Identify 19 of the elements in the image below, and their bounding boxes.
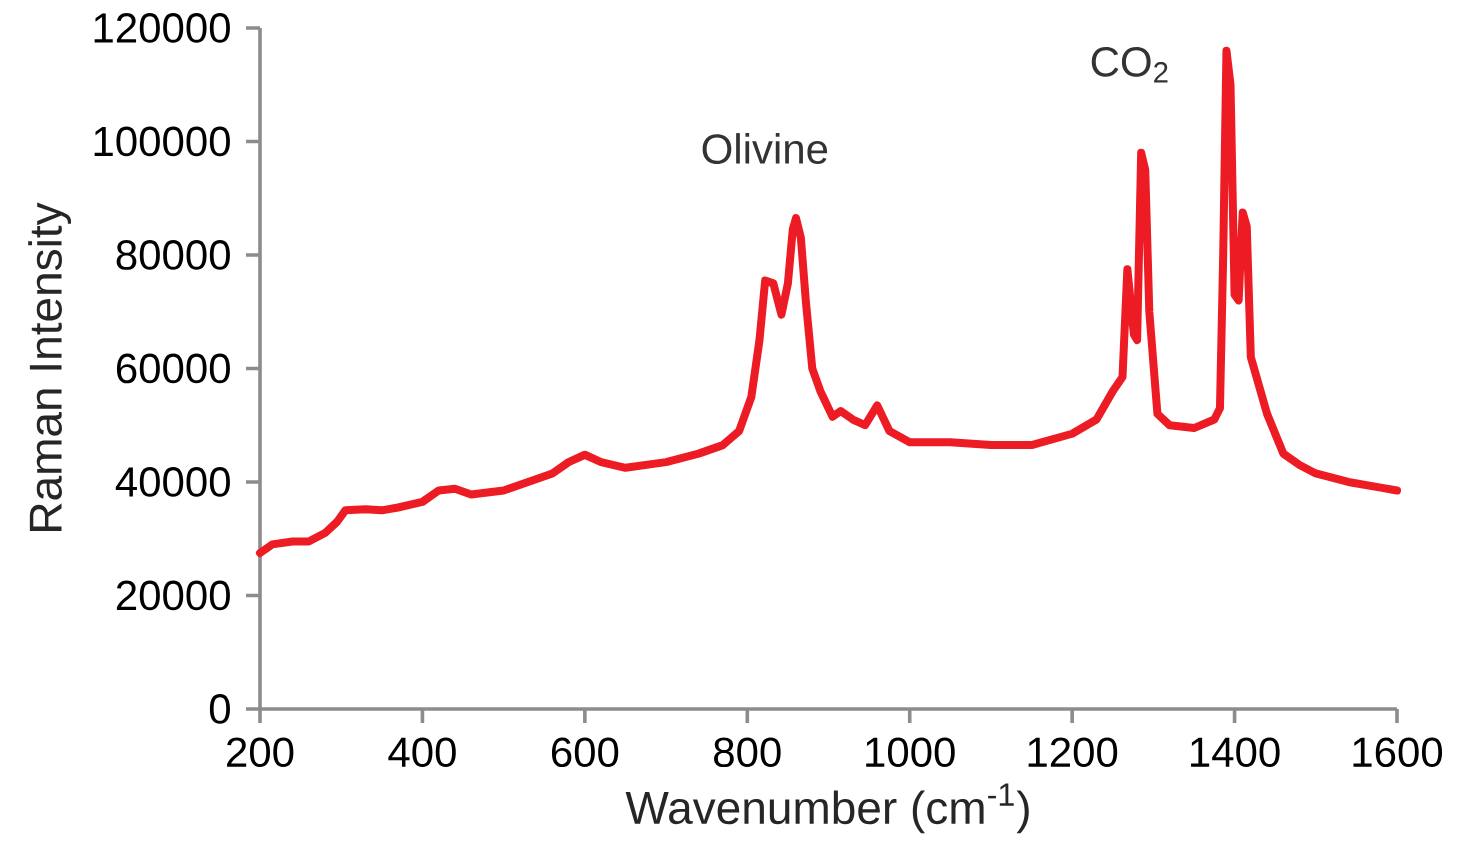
annotation: Olivine (702, 133, 828, 164)
y-tick-label: 120000 (94, 13, 230, 43)
x-tick-label: 800 (714, 737, 781, 768)
y-tick-label: 20000 (116, 580, 230, 611)
y-tick-label: 0 (209, 694, 230, 724)
y-tick-label: 60000 (116, 353, 230, 384)
annotation: CO$_{2}$ (1091, 46, 1168, 83)
y-axis-title: Raman Intensity (28, 202, 72, 531)
x-tick-label: 200 (227, 737, 294, 768)
x-tick-label: 1400 (1191, 737, 1280, 768)
y-tick-label: 40000 (115, 467, 230, 497)
y-tick-label: 100000 (94, 126, 230, 157)
y-tick-label: 80000 (116, 240, 230, 270)
x-tick-label: 1600 (1353, 737, 1443, 768)
x-tick-label: 1000 (866, 737, 955, 768)
x-tick-label: 600 (551, 737, 619, 768)
x-tick-label: 400 (388, 737, 456, 768)
x-tick-label: 1200 (1028, 737, 1118, 768)
x-axis-title: Wavenumber (cm$^{-1}$) (625, 783, 1029, 834)
